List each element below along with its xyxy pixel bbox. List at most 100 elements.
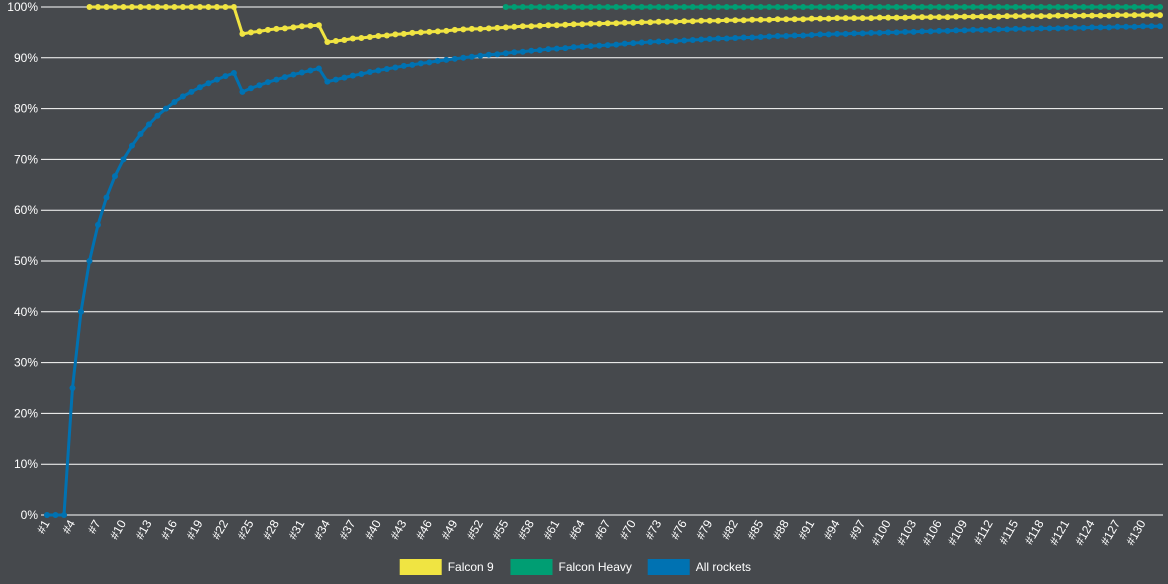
data-point — [60, 512, 67, 518]
data-point — [485, 51, 492, 58]
data-point — [1055, 12, 1062, 19]
data-point — [1063, 4, 1070, 10]
data-point — [264, 79, 271, 86]
data-point — [400, 62, 407, 69]
data-point — [1106, 12, 1113, 19]
legend-swatch[interactable] — [510, 559, 553, 575]
data-point — [953, 13, 960, 20]
data-point — [502, 4, 509, 10]
data-point — [1148, 12, 1155, 19]
data-point — [689, 37, 696, 44]
data-point — [460, 26, 467, 33]
y-tick-label: 80% — [14, 102, 38, 116]
data-point — [987, 13, 994, 20]
data-point — [1114, 23, 1121, 30]
data-point — [94, 221, 101, 228]
x-tick-label: #1 — [34, 517, 53, 536]
data-point — [681, 18, 688, 25]
data-point — [1004, 13, 1011, 20]
data-point — [1038, 13, 1045, 20]
x-tick-label: #79 — [693, 517, 715, 542]
data-point — [434, 57, 441, 64]
x-tick-label: #49 — [438, 517, 460, 542]
data-point — [44, 512, 50, 518]
data-point — [902, 28, 909, 35]
x-tick-label: #130 — [1123, 517, 1149, 547]
data-point — [630, 40, 637, 47]
legend-label[interactable]: All rockets — [696, 560, 751, 574]
data-point — [834, 30, 841, 37]
data-point — [256, 82, 263, 89]
x-tick-label: #91 — [795, 517, 817, 542]
data-point — [783, 4, 790, 10]
data-point — [519, 48, 526, 55]
data-point — [494, 24, 501, 31]
data-point — [426, 28, 433, 35]
data-point — [392, 31, 399, 38]
data-point — [791, 16, 798, 23]
data-point — [681, 4, 688, 10]
x-tick-label: #16 — [158, 517, 180, 542]
data-point — [205, 80, 212, 87]
data-point — [910, 14, 917, 21]
data-point — [341, 37, 348, 44]
data-point — [868, 15, 875, 22]
data-point — [664, 38, 671, 45]
data-point — [69, 385, 76, 391]
x-tick-label: #82 — [719, 517, 741, 542]
y-tick-label: 0% — [21, 508, 39, 522]
x-tick-label: #37 — [336, 517, 358, 542]
x-tick-label: #7 — [85, 517, 104, 536]
data-point — [196, 4, 203, 10]
legend-label[interactable]: Falcon 9 — [448, 560, 494, 574]
data-point — [834, 15, 841, 22]
data-point — [995, 26, 1002, 33]
data-point — [1140, 23, 1147, 30]
data-point — [791, 4, 798, 10]
data-point — [698, 36, 705, 43]
data-point — [893, 14, 900, 21]
data-point — [613, 20, 620, 27]
data-point — [936, 27, 943, 34]
data-point — [332, 38, 339, 45]
data-point — [689, 18, 696, 25]
data-point — [171, 4, 178, 10]
data-point — [885, 14, 892, 21]
data-point — [987, 26, 994, 33]
y-tick-label: 60% — [14, 203, 38, 217]
data-point — [723, 35, 730, 42]
data-point — [834, 4, 841, 10]
x-tick-label: #31 — [285, 517, 307, 542]
data-point — [859, 4, 866, 10]
data-point — [468, 25, 475, 32]
x-tick-label: #106 — [919, 517, 945, 547]
data-point — [774, 32, 781, 39]
data-point — [247, 29, 254, 36]
data-point — [1089, 4, 1096, 10]
data-point — [111, 4, 118, 10]
data-point — [749, 4, 756, 10]
data-point — [783, 32, 790, 39]
data-point — [970, 13, 977, 20]
data-point — [800, 4, 807, 10]
data-point — [502, 24, 509, 31]
x-tick-label: #103 — [894, 517, 920, 547]
data-point — [970, 4, 977, 10]
data-point — [562, 21, 569, 28]
data-point — [579, 4, 586, 10]
x-tick-label: #34 — [311, 517, 333, 542]
data-point — [111, 173, 118, 180]
data-point — [451, 26, 458, 33]
data-point — [1157, 4, 1163, 10]
legend-label[interactable]: Falcon Heavy — [559, 560, 632, 574]
legend-swatch[interactable] — [399, 559, 442, 575]
data-point — [570, 21, 577, 28]
data-point — [477, 52, 484, 59]
legend-swatch[interactable] — [647, 559, 690, 575]
data-point — [995, 4, 1002, 10]
data-point — [1080, 4, 1087, 10]
data-point — [808, 4, 815, 10]
data-point — [638, 39, 645, 46]
